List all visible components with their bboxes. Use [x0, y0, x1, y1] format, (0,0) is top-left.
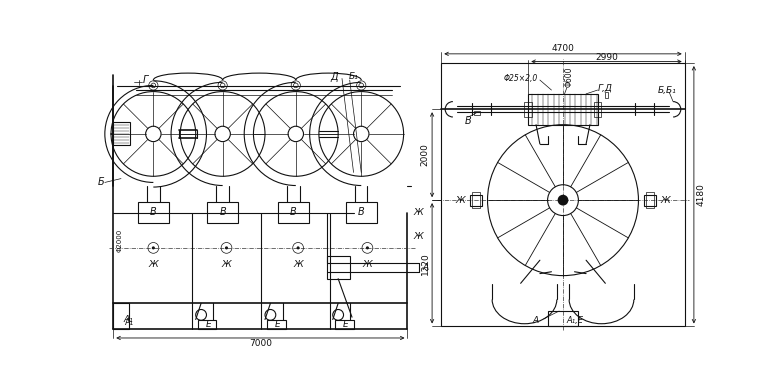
Text: 2990: 2990	[595, 53, 618, 62]
Bar	[278, 202, 309, 223]
Text: A₁: A₁	[125, 318, 134, 327]
Text: Б,Б₁: Б,Б₁	[658, 86, 677, 95]
Circle shape	[152, 246, 155, 249]
Text: Ж: Ж	[413, 208, 424, 217]
Text: 2000: 2000	[420, 143, 430, 166]
Bar	[470, 195, 482, 206]
Text: A: A	[533, 316, 539, 325]
Bar	[113, 303, 129, 329]
Text: В: В	[290, 208, 297, 217]
Bar	[207, 202, 238, 223]
Circle shape	[558, 195, 569, 206]
Text: Д: Д	[331, 72, 338, 82]
Bar	[335, 319, 353, 329]
Text: 4180: 4180	[697, 183, 705, 206]
Bar	[644, 195, 656, 206]
Text: Ж: Ж	[413, 232, 424, 241]
Text: 1220: 1220	[420, 252, 430, 274]
Bar	[138, 202, 168, 223]
Circle shape	[225, 246, 228, 249]
Text: Φ2000: Φ2000	[116, 229, 122, 252]
Text: В: В	[150, 208, 157, 217]
Text: A₁,Е: A₁,Е	[566, 316, 583, 325]
Text: Б: Б	[98, 178, 104, 187]
Bar	[646, 192, 654, 208]
Text: 7000: 7000	[249, 339, 272, 348]
Text: Ж: Ж	[456, 196, 466, 204]
Text: Ж: Ж	[661, 196, 670, 204]
Bar	[268, 319, 285, 329]
Bar	[528, 94, 597, 125]
Text: Е: Е	[206, 319, 211, 328]
Text: Г: Г	[143, 75, 148, 85]
Text: A₁: A₁	[124, 315, 133, 324]
Text: A: A	[423, 263, 429, 272]
Bar	[441, 63, 685, 326]
Text: В: В	[219, 208, 226, 217]
Bar	[472, 192, 480, 208]
Bar	[346, 202, 377, 223]
Bar	[605, 91, 608, 98]
Text: Ж: Ж	[293, 260, 303, 269]
Text: Ж: Ж	[148, 260, 158, 269]
Text: Е: Е	[275, 319, 281, 328]
Circle shape	[366, 246, 369, 249]
Text: Г,Д: Г,Д	[598, 83, 613, 92]
Text: В: В	[358, 208, 364, 217]
Bar	[198, 319, 217, 329]
Bar	[548, 311, 579, 326]
Bar	[113, 122, 130, 145]
Bar	[594, 102, 601, 117]
Circle shape	[296, 246, 300, 249]
Text: Φ600: Φ600	[565, 67, 573, 87]
Bar	[524, 102, 532, 117]
Text: Ж: Ж	[222, 260, 232, 269]
Text: Φ25×2,0: Φ25×2,0	[504, 74, 537, 83]
Text: 4700: 4700	[551, 44, 574, 53]
Bar	[473, 111, 480, 115]
Text: Б₁: Б₁	[349, 72, 359, 81]
Text: Е: Е	[343, 319, 349, 328]
Text: Ж: Ж	[363, 260, 372, 269]
Text: В: В	[465, 116, 472, 126]
Bar	[327, 256, 349, 279]
